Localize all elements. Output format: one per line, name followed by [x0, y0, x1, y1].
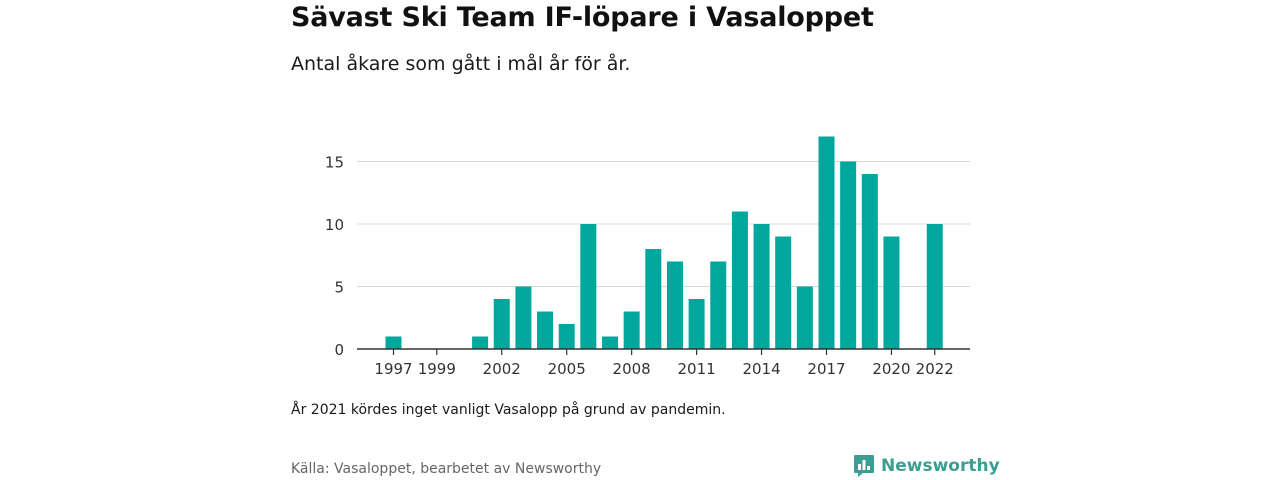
bar	[688, 299, 705, 349]
bar	[472, 336, 489, 349]
x-tick-label: 2014	[742, 360, 780, 378]
bar	[580, 224, 597, 349]
brand-logo: Newsworthy	[853, 452, 1000, 480]
bar	[861, 174, 878, 349]
x-tick-label: 2005	[548, 360, 586, 378]
bar	[840, 161, 857, 349]
brand-name: Newsworthy	[881, 456, 1000, 476]
bar	[926, 224, 943, 349]
bar	[645, 249, 662, 349]
bar	[558, 324, 575, 349]
bar	[883, 236, 900, 349]
x-tick-label: 2002	[483, 360, 521, 378]
x-tick-label: 2011	[678, 360, 716, 378]
bar	[515, 286, 532, 349]
x-tick-label: 2008	[613, 360, 651, 378]
bar	[385, 336, 402, 349]
y-tick-label: 10	[325, 216, 344, 234]
chart-title: Sävast Ski Team IF-löpare i Vasaloppet	[291, 2, 874, 33]
x-tick-label: 2020	[872, 360, 910, 378]
bar	[753, 224, 770, 349]
newsworthy-chart-bubble-icon	[854, 455, 874, 477]
y-tick-label: 15	[325, 154, 344, 172]
bar	[775, 236, 792, 349]
x-tick-label: 2022	[916, 360, 954, 378]
bar	[666, 261, 683, 349]
source-text: Källa: Vasaloppet, bearbetet av Newswort…	[291, 461, 602, 477]
bar	[602, 336, 618, 349]
bar	[796, 286, 813, 349]
bar	[731, 211, 748, 349]
y-tick-label: 0	[334, 341, 344, 359]
bar	[818, 136, 835, 349]
bar	[493, 299, 510, 349]
bar	[623, 311, 640, 349]
chart-subtitle: Antal åkare som gått i mål år för år.	[291, 53, 631, 75]
x-tick-label: 1997	[374, 360, 412, 378]
bar	[537, 311, 554, 349]
bar-chart: 0 5 10 15 1997 1999 2002 2005 2008 2011 2014 2017 20…	[325, 136, 970, 378]
bar	[710, 261, 727, 349]
x-tick-label: 2017	[807, 360, 845, 378]
x-tick-label: 1999	[418, 360, 456, 378]
chart-note: År 2021 kördes inget vanligt Vasalopp på…	[291, 402, 726, 418]
y-tick-label: 5	[334, 279, 344, 297]
